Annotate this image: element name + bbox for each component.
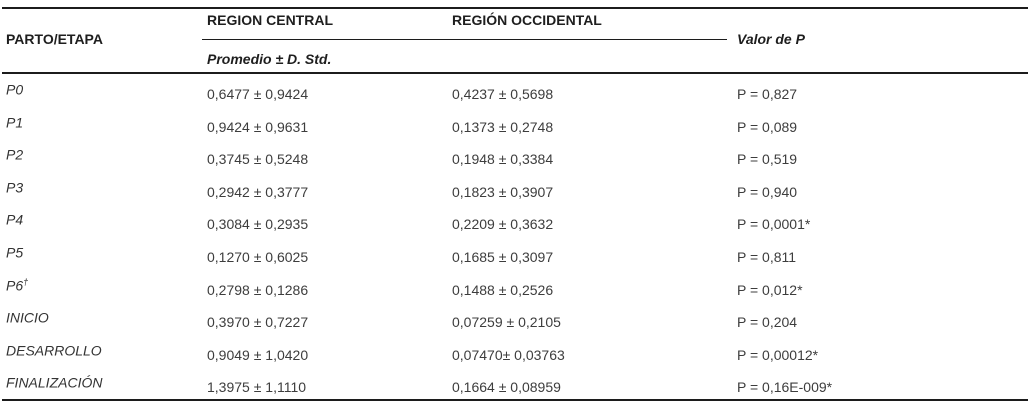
cell-region-occidental: 0,1948 ± 0,3384 <box>452 151 554 168</box>
cell-p-value: P = 0,811 <box>737 248 797 265</box>
cell-p-value: P = 0,519 <box>737 151 798 168</box>
subheader-promedio-dstd: Promedio ± D. Std. <box>207 51 332 67</box>
rule-header-bottom <box>2 72 1028 74</box>
rule-bottom <box>2 399 1028 401</box>
table-row: P4 0,3084 ± 0,2935 0,2209 ± 0,3632 P = 0… <box>0 204 1030 237</box>
row-label-text: P6 <box>6 277 24 294</box>
rule-top <box>2 7 1028 9</box>
row-label: P2 <box>0 139 207 163</box>
row-label-text: P2 <box>6 146 24 163</box>
cell-region-central: 0,6477 ± 0,9424 <box>207 86 309 102</box>
cell-p-value: P = 0,204 <box>737 314 798 331</box>
row-label-dagger: † <box>23 276 29 287</box>
cell-p-value: P = 0,827 <box>737 86 798 102</box>
row-label: P6† <box>0 270 207 294</box>
table-row: DESARROLLO 0,9049 ± 1,0420 0,07470± 0,03… <box>0 335 1030 368</box>
table-row: P6† 0,2798 ± 0,1286 0,1488 ± 0,2526 P = … <box>0 270 1030 303</box>
cell-region-central: 1,3975 ± 1,1110 <box>207 379 307 396</box>
cell-region-occidental: 0,1664 ± 0,08959 <box>452 379 561 396</box>
cell-p-value: P = 0,089 <box>737 118 798 135</box>
cell-region-occidental: 0,1823 ± 0,3907 <box>452 183 554 200</box>
row-label: P1 <box>0 107 207 131</box>
group-header-region-occidental: REGIÓN OCCIDENTAL <box>452 12 602 28</box>
cell-region-central: 0,2798 ± 0,1286 <box>207 281 309 298</box>
cell-region-occidental: 0,2209 ± 0,3632 <box>452 216 554 233</box>
cell-region-occidental: 0,07259 ± 0,2105 <box>452 314 561 331</box>
row-label-text: P0 <box>6 81 24 98</box>
cell-region-central: 0,3084 ± 0,2935 <box>207 216 309 233</box>
row-label-text: P5 <box>6 244 24 261</box>
cell-p-value: P = 0,940 <box>737 183 798 200</box>
col-header-parto-etapa: PARTO/ETAPA <box>6 31 103 47</box>
cell-region-central: 0,3970 ± 0,7227 <box>207 314 309 331</box>
cell-region-occidental: 0,1488 ± 0,2526 <box>452 281 554 298</box>
row-label-text: DESARROLLO <box>6 342 102 359</box>
row-label: P4 <box>0 204 207 228</box>
cell-p-value: P = 0,012* <box>737 281 803 298</box>
table-row: FINALIZACIÓN 1,3975 ± 1,1110 0,1664 ± 0,… <box>0 367 1030 400</box>
table-row: P5 0,1270 ± 0,6025 0,1685 ± 0,3097 P = 0… <box>0 237 1030 270</box>
table-row: P3 0,2942 ± 0,3777 0,1823 ± 0,3907 P = 0… <box>0 172 1030 205</box>
cell-p-value: P = 0,00012* <box>737 346 819 363</box>
cell-p-value: P = 0,0001* <box>737 216 811 233</box>
row-label-text: P4 <box>6 212 24 229</box>
cell-region-occidental: 0,1373 ± 0,2748 <box>452 118 554 135</box>
table-row: P0 0,6477 ± 0,9424 0,4237 ± 0,5698 P = 0… <box>0 74 1030 107</box>
row-label: P0 <box>0 74 207 98</box>
group-header-region-central: REGION CENTRAL <box>207 12 333 28</box>
row-label: P5 <box>0 237 207 261</box>
cell-region-occidental: 0,4237 ± 0,5698 <box>452 86 554 102</box>
cell-region-central: 0,2942 ± 0,3777 <box>207 183 309 200</box>
rule-group-underline <box>202 39 727 40</box>
row-label-text: FINALIZACIÓN <box>6 375 103 391</box>
table-row: P2 0,3745 ± 0,5248 0,1948 ± 0,3384 P = 0… <box>0 139 1030 172</box>
table-row: INICIO 0,3970 ± 0,7227 0,07259 ± 0,2105 … <box>0 302 1030 335</box>
cell-p-value: P = 0,16E-009* <box>737 379 833 396</box>
cell-region-central: 0,1270 ± 0,6025 <box>207 248 309 265</box>
cell-region-occidental: 0,07470± 0,03763 <box>452 346 565 363</box>
row-label-text: P1 <box>6 114 24 131</box>
cell-region-central: 0,9424 ± 0,9631 <box>207 118 309 135</box>
cell-region-central: 0,3745 ± 0,5248 <box>207 151 309 168</box>
row-label: P3 <box>0 172 207 196</box>
col-header-valor-de-p: Valor de P <box>737 31 805 47</box>
row-label-text: INICIO <box>6 309 49 326</box>
table-body: P0 0,6477 ± 0,9424 0,4237 ± 0,5698 P = 0… <box>0 74 1030 400</box>
row-label-text: P3 <box>6 179 24 196</box>
row-label: DESARROLLO <box>0 335 207 359</box>
cell-region-occidental: 0,1685 ± 0,3097 <box>452 248 554 265</box>
cell-region-central: 0,9049 ± 1,0420 <box>207 346 309 363</box>
table-row: P1 0,9424 ± 0,9631 0,1373 ± 0,2748 P = 0… <box>0 107 1030 140</box>
row-label: INICIO <box>0 302 207 326</box>
row-label: FINALIZACIÓN <box>0 367 207 391</box>
